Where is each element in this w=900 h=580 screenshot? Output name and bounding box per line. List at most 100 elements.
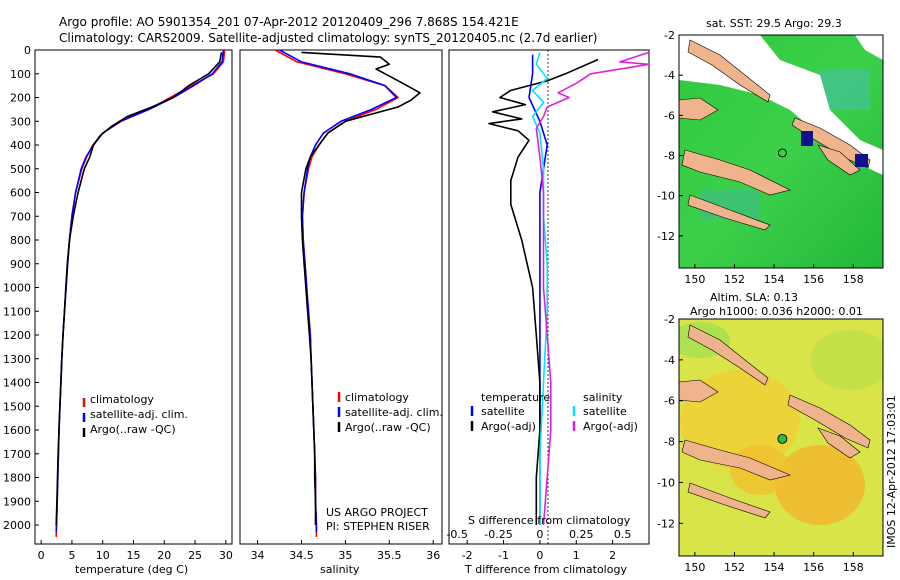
x-tick-label: 35	[338, 549, 352, 562]
x-tick-label: 15	[127, 549, 141, 562]
map-y-tick-label: -10	[657, 190, 675, 203]
map-y-tick-label: -2	[664, 313, 675, 326]
temperature-x-ticks: 0 5 10 15 20 25 30	[38, 540, 233, 562]
depth-tick-label: 1800	[3, 472, 31, 485]
s-tick-label: -0.5	[446, 528, 467, 541]
x-tick-label: -2	[462, 549, 473, 562]
series-line-t-argo-adj-	[488, 58, 599, 525]
x-tick-label: -1	[498, 549, 509, 562]
map-x-tick-label: 158	[843, 273, 864, 286]
sla-map-panel: Altim. SLA: 0.13 Argo h1000: 0.036 h2000…	[657, 291, 884, 574]
land	[679, 97, 719, 121]
map-x-tick-label: 152	[724, 561, 745, 574]
legend-label-t-satellite: satellite	[481, 405, 525, 418]
s-tick-label: 0.5	[614, 528, 632, 541]
land	[687, 482, 771, 519]
map-x-tick-label: 156	[803, 273, 824, 286]
map-x-tick-label: 150	[684, 273, 705, 286]
salinity-panel: 34 34.5 35 35.5 36 salinity climatology sate…	[239, 49, 443, 576]
temperature-legend: climatology satellite-adj. clim. Argo(..…	[82, 393, 188, 437]
s-tick-label: -0.25	[484, 528, 512, 541]
difference-legend: temperature salinity satellite Argo(-adj…	[470, 391, 638, 433]
map-x-tick-label: 154	[764, 273, 785, 286]
salinity-axes-frame	[239, 49, 443, 545]
map-y-tick-label: -6	[664, 109, 675, 122]
map-y-tick-label: -12	[657, 517, 675, 530]
legend-label-climatology: climatology	[90, 393, 154, 406]
depth-tick-label: 300	[10, 115, 31, 128]
x-tick-label: 5	[68, 549, 75, 562]
land	[687, 324, 769, 386]
map-y-tick-label: -6	[664, 395, 675, 408]
sla-map-title1: Altim. SLA: 0.13	[710, 291, 798, 304]
s-tick-label: 0	[536, 528, 543, 541]
legend-label-argo: Argo(..raw -QC)	[345, 421, 431, 434]
difference-series	[488, 51, 650, 526]
sst-map-frame	[678, 34, 884, 269]
x-tick-label: 36	[426, 549, 440, 562]
legend-label-satellite: satellite-adj. clim.	[345, 406, 443, 419]
depth-tick-label: 1400	[3, 377, 31, 390]
x-tick-label: 35.5	[377, 549, 402, 562]
depth-tick-label: 1200	[3, 329, 31, 342]
x-tick-label: 10	[96, 549, 110, 562]
land	[817, 144, 861, 176]
map-x-tick-label: 158	[843, 561, 864, 574]
legend-label-s-argo: Argo(-adj)	[583, 420, 638, 433]
s-tick-label: 0.25	[569, 528, 594, 541]
salinity-series	[274, 49, 421, 537]
temperature-panel: 0100200300400500600700800900100011001200…	[3, 44, 233, 576]
header-line2: Climatology: CARS2009. Satellite-adjuste…	[59, 31, 597, 45]
x-tick-label: 34.5	[289, 549, 314, 562]
depth-tick-label: 2000	[3, 519, 31, 532]
x-tick-label: 20	[157, 549, 171, 562]
land	[787, 394, 871, 449]
map-x-tick-label: 150	[684, 561, 705, 574]
map-y-tick-label: -8	[664, 150, 675, 163]
depth-tick-label: 400	[10, 139, 31, 152]
depth-tick-label: 200	[10, 92, 31, 105]
depth-tick-label: 1600	[3, 424, 31, 437]
legend-header-temperature: temperature	[481, 391, 550, 404]
land	[681, 439, 791, 481]
salinity-xlabel: salinity	[320, 563, 360, 576]
side-stamp: IMOS 12-Apr-2012 17:03:01	[885, 395, 898, 548]
no-data-mask	[855, 35, 883, 60]
legend-header-salinity: salinity	[583, 391, 623, 404]
salinity-legend: climatology satellite-adj. clim. Argo(..…	[337, 391, 443, 434]
depth-tick-label: 1300	[3, 353, 31, 366]
map-y-tick-label: -4	[664, 69, 675, 82]
legend-label-satellite: satellite-adj. clim.	[90, 408, 188, 421]
depth-tick-label: 900	[10, 258, 31, 271]
temperature-series	[55, 49, 226, 537]
argo-position-marker	[777, 433, 788, 444]
series-line-s-argo-adj-	[535, 51, 650, 526]
map-y-tick-label: -8	[664, 436, 675, 449]
land	[681, 149, 791, 196]
x-tick-label: 1	[573, 549, 580, 562]
series-line-argo-raw-qc-	[300, 51, 421, 525]
legend-label-t-argo: Argo(-adj)	[481, 420, 536, 433]
salinity-x-ticks: 34 34.5 35 35.5 36	[251, 540, 440, 562]
temperature-axes-frame	[34, 49, 233, 545]
x-tick-label: 34	[251, 549, 265, 562]
depth-tick-label: 1000	[3, 282, 31, 295]
x-tick-label: 0	[38, 549, 45, 562]
difference-panel: -2 -1 0 1 2 -0.5 -0.25 0 0.25 0.5 S difference fr…	[446, 49, 650, 576]
sla-map-ticks: 150 152 154 156 158 -2 -4 -6 -8 -10 -12	[657, 313, 864, 574]
difference-x-ticks: -2 -1 0 1 2 -0.5 -0.25 0 0.25 0.5	[446, 528, 631, 562]
x-tick-label: 25	[188, 549, 202, 562]
sla-map-frame	[678, 318, 884, 557]
land	[687, 39, 771, 103]
series-line-s-satellite	[531, 52, 549, 525]
x-tick-label: 30	[219, 549, 233, 562]
s-difference-label: S difference from climatology	[468, 514, 631, 527]
credit-project: US ARGO PROJECT	[326, 506, 428, 519]
depth-tick-label: 800	[10, 234, 31, 247]
land	[817, 427, 861, 459]
depth-tick-label: 1700	[3, 448, 31, 461]
sla-high	[775, 445, 865, 525]
map-x-tick-label: 152	[724, 273, 745, 286]
depth-tick-label: 100	[10, 68, 31, 81]
